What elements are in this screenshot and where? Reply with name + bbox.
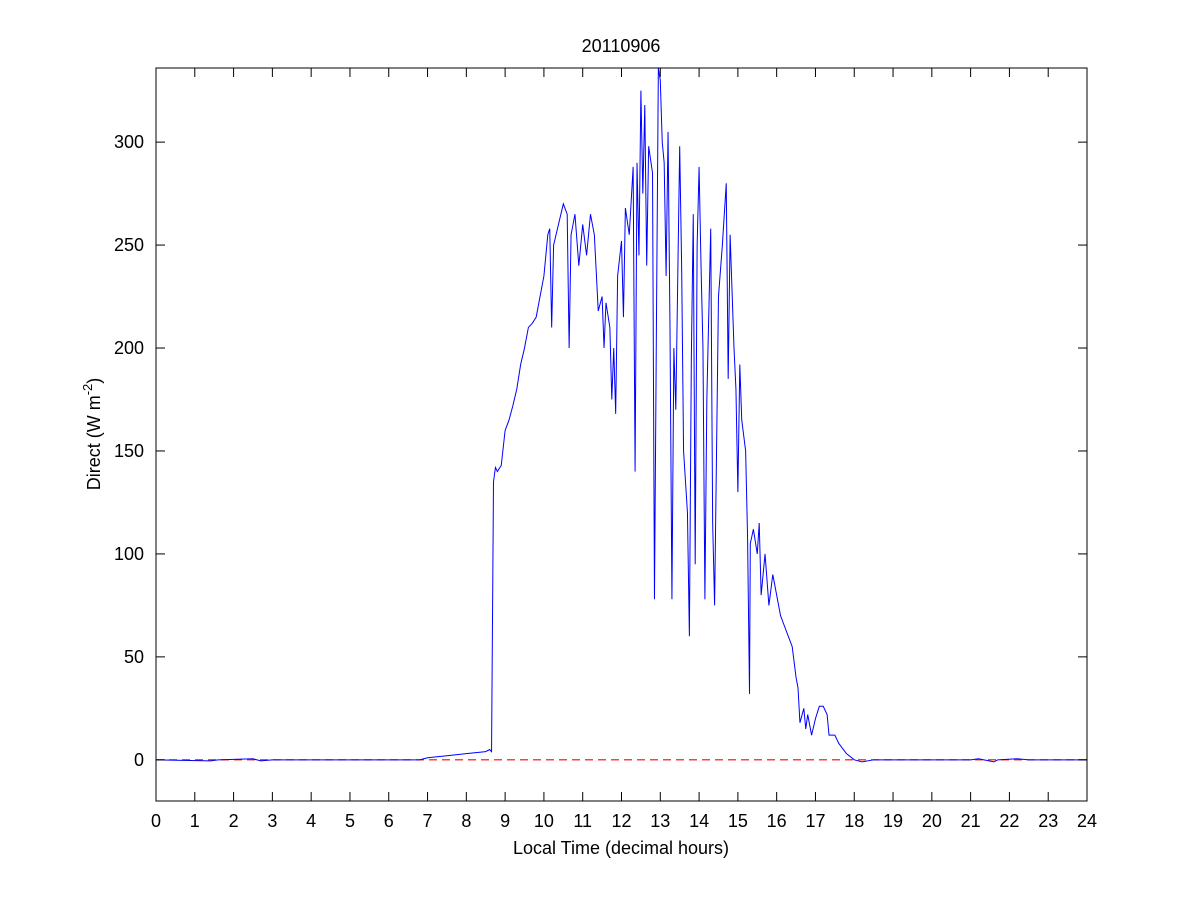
x-tick-label: 21 — [961, 811, 981, 831]
x-tick-label: 10 — [534, 811, 554, 831]
y-label-superscript: -2 — [80, 384, 95, 396]
x-tick-label: 24 — [1077, 811, 1097, 831]
x-axis-label: Local Time (decimal hours) — [513, 838, 729, 858]
y-label-text: Direct (W m — [84, 395, 104, 490]
x-tick-label: 14 — [689, 811, 709, 831]
y-tick-label: 200 — [114, 338, 144, 358]
y-tick-label: 100 — [114, 544, 144, 564]
x-tick-label: 17 — [805, 811, 825, 831]
y-tick-label: 250 — [114, 235, 144, 255]
x-tick-label: 4 — [306, 811, 316, 831]
x-tick-label: 0 — [151, 811, 161, 831]
y-tick-label: 150 — [114, 441, 144, 461]
x-tick-label: 6 — [384, 811, 394, 831]
data-line — [155, 67, 1087, 763]
x-tick-label: 2 — [229, 811, 239, 831]
x-tick-label: 9 — [500, 811, 510, 831]
x-tick-label: 12 — [611, 811, 631, 831]
x-tick-label: 16 — [767, 811, 787, 831]
chart-title: 20110906 — [582, 36, 661, 56]
x-tick-label: 3 — [267, 811, 277, 831]
x-tick-label: 22 — [999, 811, 1019, 831]
y-axis-label: Direct (W m-2) — [80, 378, 104, 491]
x-tick-label: 13 — [650, 811, 670, 831]
y-tick-label: 300 — [114, 132, 144, 152]
x-tick-label: 5 — [345, 811, 355, 831]
x-tick-label: 19 — [883, 811, 903, 831]
y-label-suffix: ) — [84, 378, 104, 384]
x-tick-label: 20 — [922, 811, 942, 831]
x-tick-label: 15 — [728, 811, 748, 831]
y-tick-label: 50 — [124, 647, 144, 667]
x-tick-label: 11 — [573, 811, 592, 831]
x-tick-label: 1 — [190, 811, 200, 831]
y-tick-label: 0 — [134, 750, 144, 770]
x-tick-label: 8 — [461, 811, 471, 831]
x-tick-label: 7 — [423, 811, 433, 831]
x-tick-label: 18 — [844, 811, 864, 831]
x-tick-label: 23 — [1038, 811, 1058, 831]
